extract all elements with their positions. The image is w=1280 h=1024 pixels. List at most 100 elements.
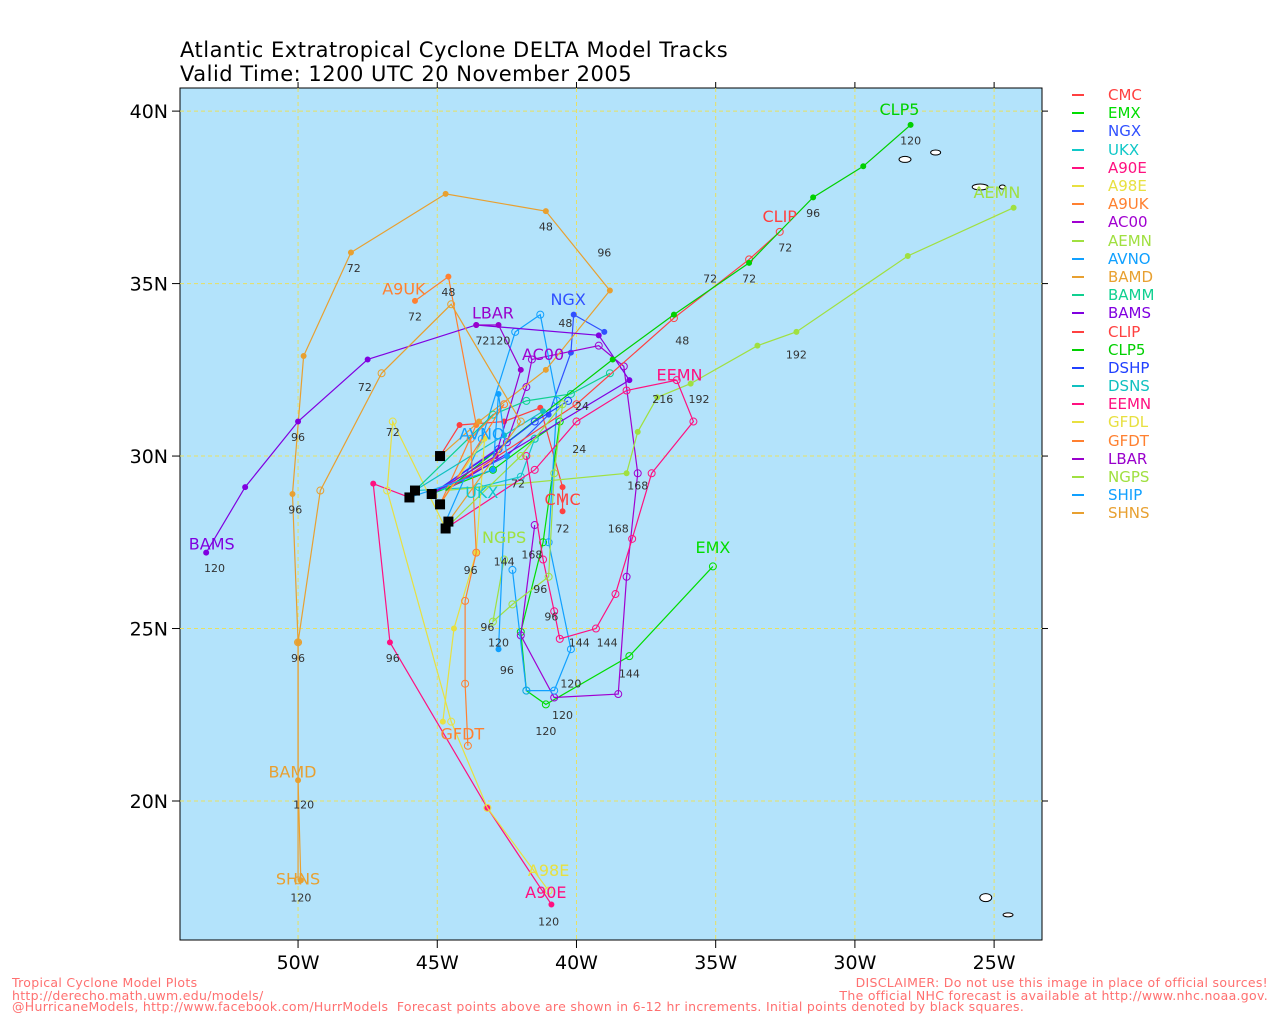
forecast-point — [383, 486, 392, 495]
legend-label: CLP5 — [1108, 340, 1146, 359]
forecast-point — [708, 562, 717, 571]
initial-point-square — [435, 451, 446, 462]
forecast-point — [456, 422, 463, 429]
forecast-hour-label: 120 — [560, 678, 581, 691]
legend-swatch — [1072, 94, 1084, 97]
forecast-hour-label: 192 — [786, 348, 807, 361]
forecast-point — [544, 572, 553, 581]
forecast-point — [1010, 204, 1017, 211]
legend-item-ngps: NGPS — [1072, 468, 1154, 486]
forecast-point — [495, 390, 502, 397]
legend-swatch — [1072, 221, 1084, 224]
forecast-point — [442, 190, 449, 197]
footer-disclaimer: DISCLAIMER: Do not use this image in pla… — [855, 975, 1268, 990]
forecast-hour-label: 96 — [533, 583, 547, 596]
footer-site-url[interactable]: http://derecho.math.uwm.edu/models/ — [12, 987, 264, 1003]
forecast-point — [793, 328, 800, 335]
forecast-hour-label: 72 — [511, 478, 525, 491]
legend-swatch — [1072, 512, 1084, 515]
forecast-hour-label: 48 — [558, 317, 572, 330]
forecast-point — [472, 548, 481, 557]
forecast-point — [508, 600, 517, 609]
legend-item-ac00: AC00 — [1072, 213, 1154, 231]
forecast-point — [775, 227, 784, 236]
legend-label: BAMD — [1108, 267, 1154, 286]
legend-label: NGX — [1108, 122, 1142, 141]
island-outline — [930, 149, 942, 156]
forecast-hour-label: 72 — [347, 262, 361, 275]
end-label-ac00: AC00 — [522, 345, 564, 364]
legend-item-dsns: DSNS — [1072, 377, 1154, 395]
forecast-point — [516, 417, 525, 426]
forecast-point — [495, 646, 502, 653]
forecast-point — [300, 353, 307, 360]
island-outline — [898, 155, 912, 163]
legend-item-a9uk: A9UK — [1072, 195, 1154, 213]
forecast-hour-label: 120 — [900, 134, 921, 147]
forecast-hour-label: 192 — [688, 393, 709, 406]
legend-label: DSNS — [1108, 377, 1150, 396]
legend-swatch — [1072, 494, 1084, 497]
forecast-hour-label: 24 — [575, 400, 589, 413]
legend-item-ship: SHIP — [1072, 486, 1154, 504]
forecast-hour-label: 168 — [627, 479, 648, 492]
legend-swatch — [1072, 130, 1084, 133]
forecast-hour-label: 96 — [500, 664, 514, 677]
legend-label: AVNO — [1108, 249, 1151, 268]
legend-label: CLIP — [1108, 322, 1141, 341]
track-line — [414, 275, 477, 505]
track-line — [297, 303, 522, 881]
y-tick-label: 20N — [130, 791, 168, 813]
track-line — [439, 403, 505, 746]
title-line-1: Atlantic Extratropical Cyclone DELTA Mod… — [180, 38, 729, 62]
end-label-ngx: NGX — [550, 290, 585, 309]
forecast-hour-label: 96 — [288, 504, 302, 517]
forecast-point — [447, 300, 456, 309]
legend-item-gfdl: GFDL — [1072, 413, 1154, 431]
forecast-point — [614, 690, 623, 699]
forecast-point — [611, 590, 620, 599]
forecast-hour-label: 72 — [556, 522, 570, 535]
forecast-point — [907, 121, 914, 128]
forecast-point — [647, 469, 656, 478]
track-a90e — [370, 480, 555, 908]
island-outline — [1002, 912, 1014, 918]
legend-item-cmc: CMC — [1072, 86, 1154, 104]
forecast-point — [450, 625, 457, 632]
track-line — [445, 402, 564, 624]
forecast-hour-label: 168 — [521, 548, 542, 561]
track-line — [445, 313, 572, 692]
forecast-point — [860, 163, 867, 170]
track-line — [205, 324, 631, 553]
legend-item-dshp: DSHP — [1072, 359, 1154, 377]
island-outline — [971, 183, 989, 191]
track-ngps — [445, 400, 567, 626]
forecast-hour-label: 120 — [538, 916, 559, 929]
legend-swatch — [1072, 185, 1084, 188]
forecast-point — [594, 341, 603, 350]
forecast-point — [527, 355, 536, 364]
forecast-point — [670, 311, 677, 318]
footer-site-title: Tropical Cyclone Model Plots — [12, 975, 198, 990]
legend-item-clp5: CLP5 — [1072, 341, 1154, 359]
forecast-point — [626, 377, 633, 384]
track-aemn — [445, 204, 1017, 492]
forecast-point — [541, 700, 550, 709]
initial-point-square — [435, 499, 446, 510]
legend-item-a98e: A98E — [1072, 177, 1154, 195]
forecast-hour-label: 144 — [569, 636, 590, 649]
x-tick-label: 40W — [555, 952, 598, 974]
forecast-hour-label: 72 — [386, 426, 400, 439]
legend-label: SHNS — [1108, 504, 1150, 523]
forecast-point — [904, 252, 911, 259]
forecast-point — [508, 565, 517, 574]
forecast-point — [550, 469, 559, 478]
track-line — [431, 313, 605, 495]
forecast-point — [544, 886, 553, 895]
legend-swatch — [1072, 112, 1084, 115]
end-label-ngps: NGPS — [482, 528, 526, 547]
islands — [898, 149, 1014, 918]
forecast-hour-label: 72 — [408, 310, 422, 323]
forecast-hour-label: 120 — [204, 562, 225, 575]
forecast-point — [530, 521, 539, 530]
